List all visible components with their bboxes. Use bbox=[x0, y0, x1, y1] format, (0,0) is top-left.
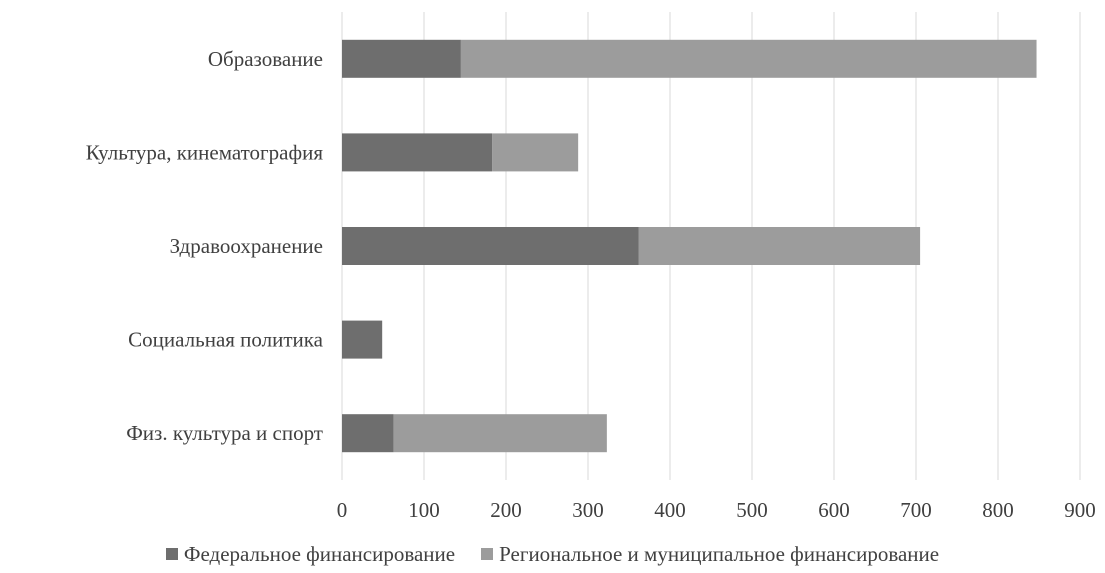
legend-item-regional: Региональное и муниципальное финансирова… bbox=[481, 542, 939, 567]
legend-swatch-regional bbox=[481, 548, 494, 560]
x-tick-label-200: 200 bbox=[490, 498, 522, 522]
bar-2-series-1 bbox=[638, 227, 921, 265]
bars bbox=[342, 39, 1037, 453]
x-tick-label-500: 500 bbox=[736, 498, 768, 522]
category-label-4: Физ. культура и спорт bbox=[126, 421, 323, 445]
legend-label-regional: Региональное и муниципальное финансирова… bbox=[499, 541, 940, 566]
bar-1-series-1 bbox=[492, 133, 579, 172]
x-tick-label-600: 600 bbox=[818, 498, 850, 522]
x-tick-label-900: 900 bbox=[1064, 498, 1096, 522]
bar-3-series-0 bbox=[342, 320, 383, 359]
legend: Федеральное финансирование Региональное … bbox=[0, 538, 1105, 570]
category-label-1: Культура, кинематография bbox=[86, 140, 324, 164]
category-label-2: Здравоохранение bbox=[170, 234, 323, 258]
bar-1-series-0 bbox=[342, 133, 493, 172]
bar-2-series-0 bbox=[342, 227, 639, 265]
category-label-0: Образование bbox=[208, 47, 323, 71]
bar-4-series-1 bbox=[393, 414, 607, 453]
x-tick-label-0: 0 bbox=[337, 498, 348, 522]
x-tick-label-300: 300 bbox=[572, 498, 604, 522]
x-tick-label-700: 700 bbox=[900, 498, 932, 522]
bar-4-series-0 bbox=[342, 414, 394, 453]
legend-item-federal: Федеральное финансирование bbox=[165, 541, 456, 567]
category-labels: Образование Культура, кинематография Здрав… bbox=[86, 47, 324, 445]
bar-0-series-0 bbox=[342, 39, 461, 78]
category-label-3: Социальная политика bbox=[128, 328, 323, 352]
bar-0-series-1 bbox=[460, 39, 1037, 78]
x-tick-label-400: 400 bbox=[654, 498, 686, 522]
x-tick-label-800: 800 bbox=[982, 498, 1014, 522]
legend-swatch-federal bbox=[165, 548, 178, 560]
legend-label-federal: Федеральное финансирование bbox=[183, 541, 456, 566]
x-tick-labels: 0 100 200 300 400 500 600 700 800 900 bbox=[337, 498, 1096, 522]
x-tick-label-100: 100 bbox=[408, 498, 440, 522]
